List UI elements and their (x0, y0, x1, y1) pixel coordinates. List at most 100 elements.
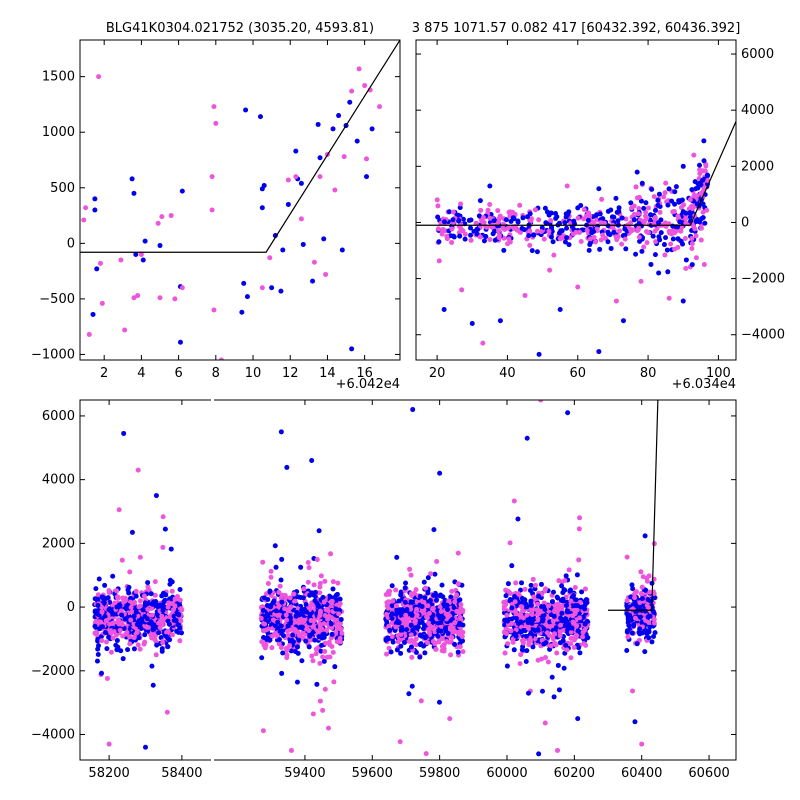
data-point (158, 635, 164, 641)
axes-frame-left (79, 399, 211, 761)
data-point (512, 609, 518, 615)
data-point (536, 751, 542, 757)
data-point (150, 682, 156, 688)
data-point (110, 573, 116, 579)
data-point (403, 612, 409, 618)
data-point (269, 285, 275, 291)
data-point (519, 580, 525, 586)
data-point (81, 217, 87, 223)
data-point (554, 650, 560, 656)
x-tick-label: 20 (429, 366, 446, 381)
data-point (594, 217, 600, 223)
data-point (468, 217, 474, 223)
data-point (334, 639, 340, 645)
data-point (270, 617, 276, 623)
data-point (408, 606, 414, 612)
data-point (430, 638, 436, 644)
data-point (468, 232, 474, 238)
data-point (442, 597, 448, 603)
axes-frame (79, 39, 401, 361)
data-point (318, 573, 324, 579)
data-point (575, 215, 581, 221)
data-point (90, 311, 96, 317)
data-point (530, 644, 536, 650)
y-tick-label: 4000 (42, 473, 75, 488)
data-point (284, 655, 290, 661)
data-point (646, 619, 652, 625)
data-point (653, 239, 659, 245)
data-point (488, 223, 494, 229)
data-point (426, 610, 432, 616)
data-point (273, 608, 279, 614)
data-point (298, 564, 304, 570)
data-point (419, 633, 425, 639)
data-point (179, 630, 185, 636)
data-point (310, 278, 316, 284)
data-point (142, 632, 148, 638)
data-point (495, 220, 501, 226)
data-point (535, 627, 541, 633)
data-point (97, 260, 103, 266)
data-point (467, 225, 473, 231)
data-point (320, 632, 326, 638)
data-point (683, 216, 689, 222)
data-point (689, 187, 695, 193)
data-point (594, 212, 600, 218)
data-point (163, 592, 169, 598)
data-point (388, 649, 394, 655)
data-point (638, 614, 644, 620)
data-point (309, 458, 315, 464)
data-point (272, 233, 278, 239)
data-point (330, 579, 336, 585)
data-point (645, 205, 651, 211)
data-point (386, 645, 392, 651)
data-point (310, 711, 316, 717)
data-point (175, 611, 181, 617)
data-point (515, 516, 521, 522)
data-point (328, 599, 334, 605)
data-point (455, 649, 461, 655)
data-point (276, 589, 282, 595)
top-left-title: BLG41K0304.021752 (3035.20, 4593.81) (106, 21, 374, 36)
data-point (538, 400, 544, 403)
data-point (384, 651, 390, 657)
data-point (133, 609, 139, 615)
data-point (496, 232, 502, 238)
data-point (693, 186, 699, 192)
data-point (169, 579, 175, 585)
x-tick-label: 16 (356, 366, 373, 381)
data-point (310, 658, 316, 664)
data-point (119, 612, 125, 618)
data-point (157, 625, 163, 631)
data-point (421, 579, 427, 585)
data-point (585, 635, 591, 641)
data-point (99, 609, 105, 615)
data-point (431, 527, 437, 533)
data-point (333, 630, 339, 636)
data-point (241, 280, 247, 286)
data-point (444, 602, 450, 608)
data-point (177, 638, 183, 644)
data-point (481, 238, 487, 244)
data-point (260, 559, 266, 565)
data-point (458, 605, 464, 611)
data-point (529, 612, 535, 618)
data-point (564, 183, 570, 189)
data-point (278, 429, 284, 435)
data-point (649, 186, 655, 192)
data-point (643, 587, 649, 593)
data-point (451, 605, 457, 611)
data-point (508, 590, 514, 596)
data-point (334, 602, 340, 608)
data-point (526, 642, 532, 648)
data-point (299, 658, 305, 664)
data-point (171, 613, 177, 619)
data-point (574, 597, 580, 603)
data-point (594, 226, 600, 232)
data-point (454, 592, 460, 598)
data-point (441, 219, 447, 225)
data-point (432, 571, 438, 577)
x-tick-label: 40 (499, 366, 516, 381)
data-point (408, 644, 414, 650)
data-point (301, 586, 307, 592)
